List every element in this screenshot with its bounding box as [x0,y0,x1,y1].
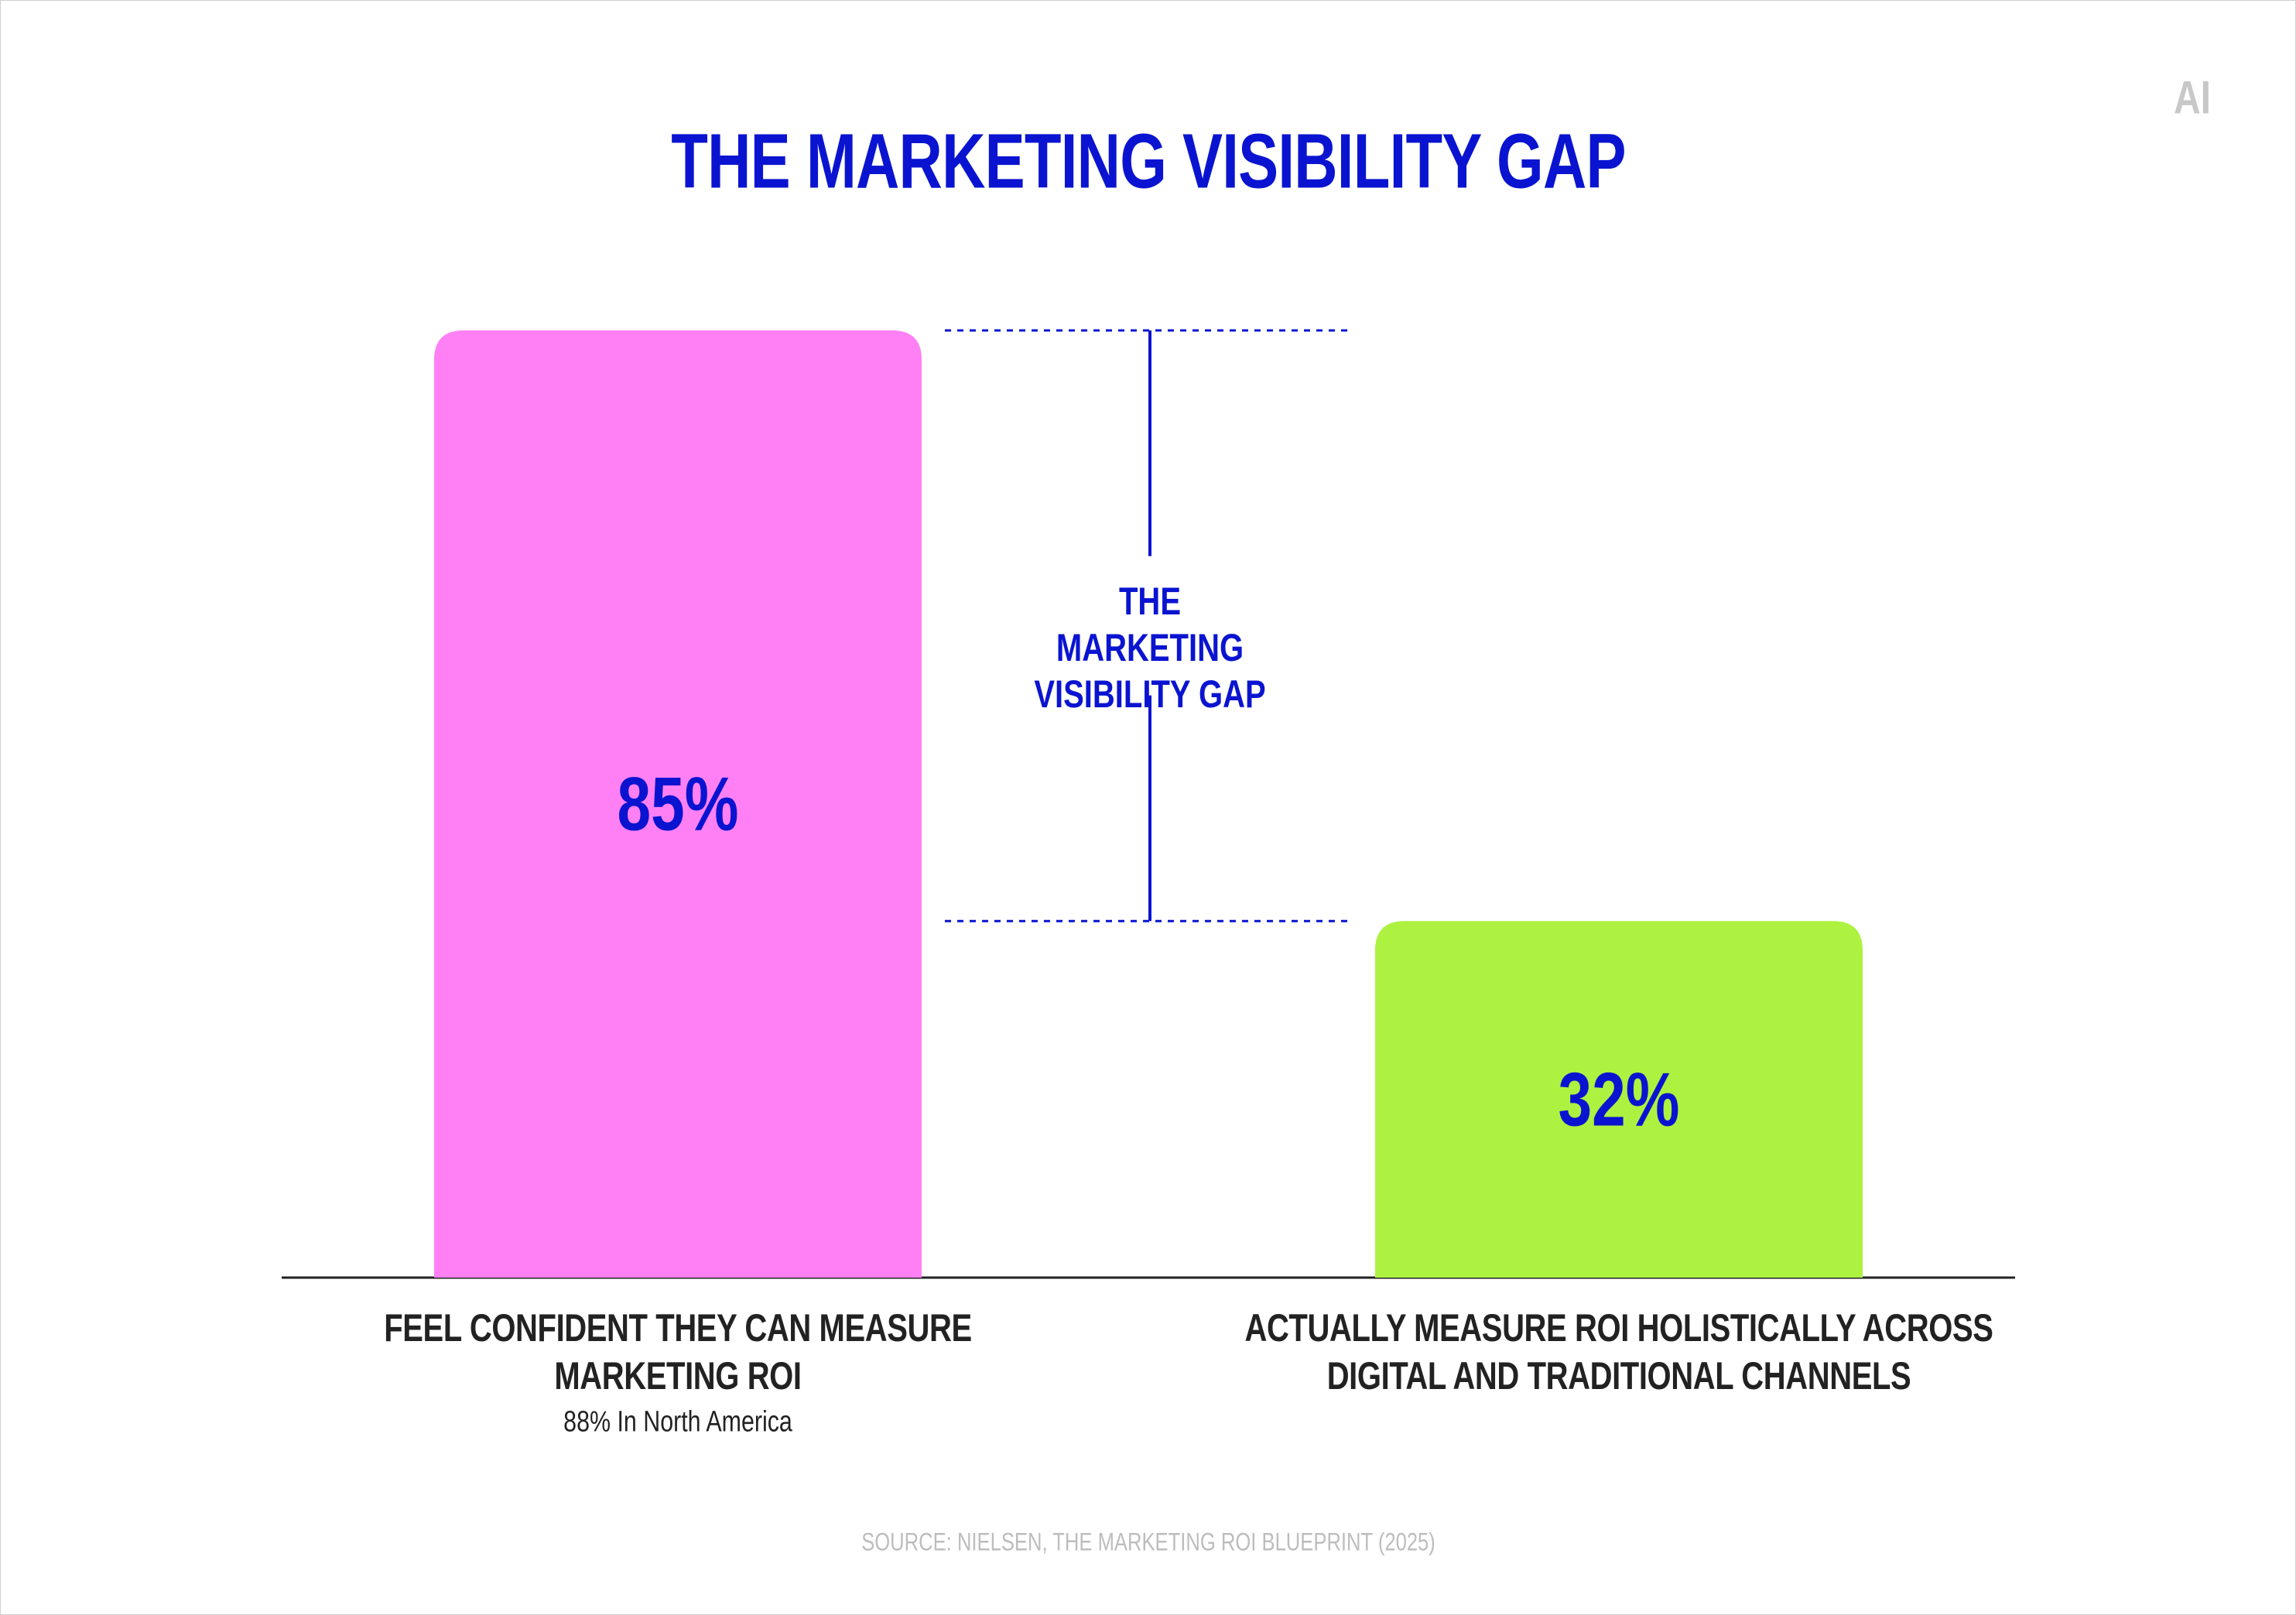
logo: AI [2174,71,2211,124]
value-label: 85% [617,761,739,847]
bar [1375,921,1863,1278]
chart-title: THE MARKETING VISIBILITY GAP [671,118,1626,205]
source: SOURCE: NIELSEN, THE MARKETING ROI BLUEP… [861,1528,1435,1556]
category-note: 88% In North America [563,1405,792,1439]
category-label: FEEL CONFIDENT THEY CAN MEASURE MARKETIN… [384,1306,972,1398]
category-label: ACTUALLY MEASURE ROI HOLISTICALLY ACROSS… [1244,1306,1993,1398]
bar [434,330,922,1278]
value-label: 32% [1558,1056,1680,1142]
gap-label: THE MARKETING VISIBILITY GAP [1034,579,1266,716]
